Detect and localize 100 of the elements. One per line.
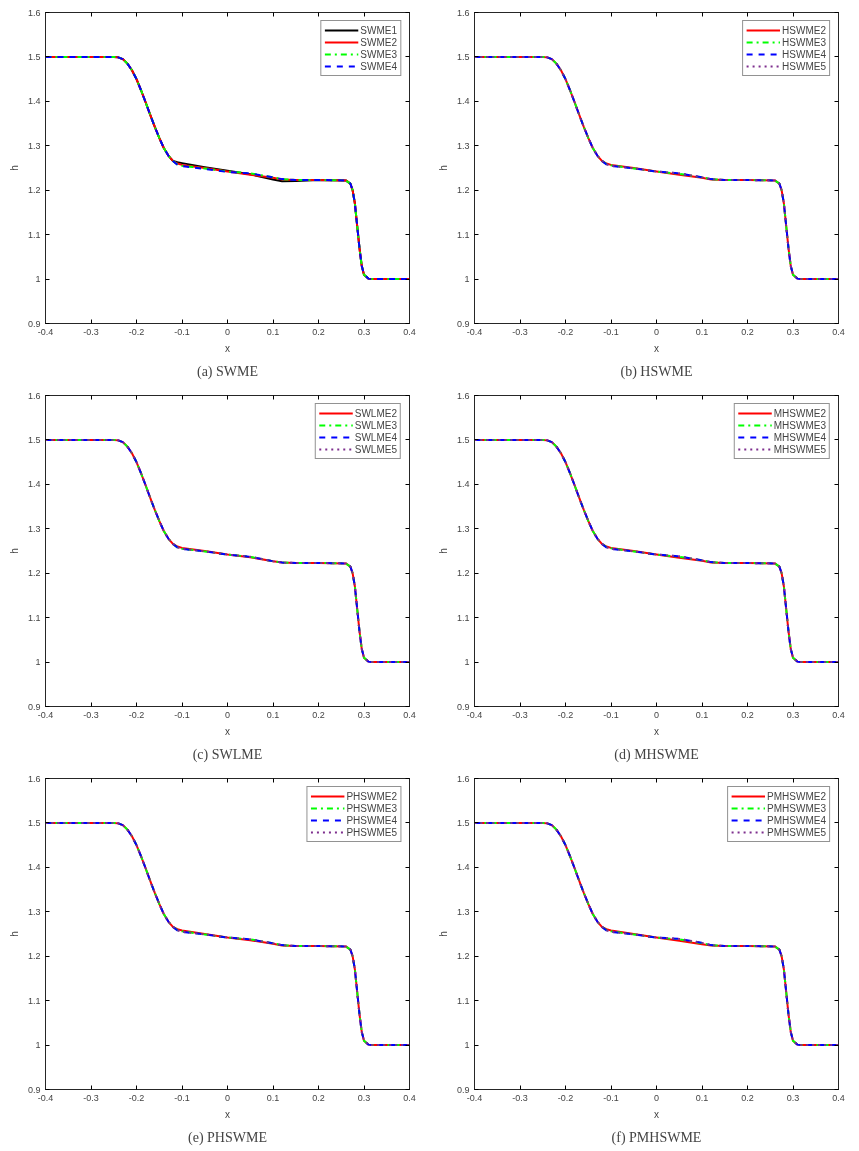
x-tick-label: -0.4 bbox=[37, 1092, 54, 1103]
x-tick-label: 0 bbox=[654, 709, 660, 720]
y-tick-label: 1.1 bbox=[456, 612, 470, 623]
x-tick-label: 0.2 bbox=[741, 326, 754, 337]
y-tick-label: 1.4 bbox=[456, 862, 470, 873]
y-axis-title: h bbox=[8, 548, 20, 554]
x-tick-label: -0.4 bbox=[466, 709, 483, 720]
x-tick-label: 0.2 bbox=[741, 709, 754, 720]
legend-label: SWLME4 bbox=[354, 431, 397, 443]
x-tick-label: -0.4 bbox=[37, 326, 54, 337]
legend-label: HSWME4 bbox=[782, 48, 826, 60]
x-axis-title: x bbox=[654, 1108, 659, 1120]
y-tick-label: 1 bbox=[464, 1040, 470, 1051]
text: (b) HSWME bbox=[620, 363, 693, 380]
x-axis-title: x bbox=[225, 725, 230, 737]
x-tick-label: -0.3 bbox=[83, 709, 99, 720]
x-tick-label: 0.1 bbox=[695, 326, 709, 337]
legend-label: PMHSWME3 bbox=[767, 802, 826, 814]
x-tick-label: 0.1 bbox=[695, 709, 709, 720]
y-axis-title: h bbox=[437, 548, 449, 554]
y-tick-label: 1.4 bbox=[456, 479, 470, 490]
legend-label: PHSWME4 bbox=[346, 814, 397, 826]
y-tick-label: 1.2 bbox=[27, 568, 41, 579]
legend-label: PHSWME3 bbox=[346, 802, 397, 814]
legend-label: PMHSWME5 bbox=[767, 826, 826, 838]
legend-label: MHSWME2 bbox=[773, 407, 826, 419]
y-tick-label: 1.5 bbox=[27, 51, 41, 62]
x-tick-label: -0.4 bbox=[466, 1092, 483, 1103]
text: (a) SWME bbox=[196, 363, 259, 380]
x-tick-label: 0.3 bbox=[357, 1092, 371, 1103]
y-tick-label: 1.2 bbox=[456, 951, 470, 962]
x-tick-label: 0.1 bbox=[695, 1092, 709, 1103]
legend-label: HSWME5 bbox=[782, 60, 826, 72]
x-tick-label: 0.3 bbox=[357, 709, 371, 720]
y-tick-label: 1 bbox=[35, 657, 41, 668]
x-tick-label: 0.4 bbox=[832, 709, 845, 720]
y-tick-label: 1 bbox=[35, 1040, 41, 1051]
y-tick-label: 0.9 bbox=[456, 701, 470, 712]
x-tick-label: -0.3 bbox=[512, 709, 528, 720]
y-tick-label: 1.3 bbox=[456, 906, 470, 917]
y-tick-label: 1.1 bbox=[27, 229, 41, 240]
y-tick-label: 1.5 bbox=[456, 817, 470, 828]
legend-label: SWME2 bbox=[360, 36, 397, 48]
legend-label: HSWME3 bbox=[782, 36, 826, 48]
x-tick-label: 0.2 bbox=[312, 326, 325, 337]
x-tick-label: -0.4 bbox=[466, 326, 483, 337]
legend-label: PHSWME5 bbox=[346, 826, 397, 838]
x-tick-label: 0.4 bbox=[403, 1092, 416, 1103]
x-tick-label: -0.1 bbox=[174, 709, 190, 720]
x-tick-label: -0.2 bbox=[557, 1092, 574, 1103]
y-tick-label: 1.3 bbox=[456, 523, 470, 534]
x-axis-title: x bbox=[654, 342, 659, 354]
x-tick-label: 0.4 bbox=[832, 326, 845, 337]
y-tick-label: 1.3 bbox=[27, 140, 41, 151]
x-tick-label: -0.1 bbox=[603, 326, 619, 337]
x-tick-label: 0.2 bbox=[312, 709, 325, 720]
y-tick-label: 1.3 bbox=[456, 140, 470, 151]
legend-label: SWLME3 bbox=[354, 419, 397, 431]
y-tick-label: 1.2 bbox=[27, 951, 41, 962]
y-tick-label: 1 bbox=[464, 657, 470, 668]
x-tick-label: 0.4 bbox=[832, 1092, 845, 1103]
x-tick-label: -0.4 bbox=[37, 709, 54, 720]
y-tick-label: 1.5 bbox=[456, 51, 470, 62]
x-tick-label: -0.3 bbox=[83, 1092, 99, 1103]
y-tick-label: 1.6 bbox=[456, 773, 470, 784]
legend-label: SWME4 bbox=[360, 60, 397, 72]
x-tick-label: -0.1 bbox=[603, 1092, 619, 1103]
text: (c) SWLME bbox=[192, 746, 263, 763]
y-tick-label: 1.4 bbox=[27, 479, 41, 490]
y-tick-label: 1.1 bbox=[27, 612, 41, 623]
legend-label: PMHSWME2 bbox=[767, 790, 826, 802]
x-tick-label: -0.2 bbox=[128, 326, 145, 337]
text: (f) PMHSWME bbox=[611, 1129, 702, 1146]
x-tick-label: 0 bbox=[654, 326, 660, 337]
y-tick-label: 1.2 bbox=[456, 568, 470, 579]
y-tick-label: 1.1 bbox=[27, 995, 41, 1006]
y-tick-label: 0.9 bbox=[456, 318, 470, 329]
y-tick-label: 1.6 bbox=[27, 7, 41, 18]
y-tick-label: 1.6 bbox=[456, 390, 470, 401]
x-axis-title: x bbox=[225, 342, 230, 354]
text: (d) MHSWME bbox=[614, 746, 699, 763]
x-tick-label: 0.4 bbox=[403, 326, 416, 337]
x-tick-label: 0.3 bbox=[786, 1092, 800, 1103]
x-tick-label: 0.2 bbox=[741, 1092, 754, 1103]
y-tick-label: 1.5 bbox=[27, 817, 41, 828]
x-tick-label: 0 bbox=[654, 1092, 660, 1103]
x-tick-label: 0.3 bbox=[786, 326, 800, 337]
x-tick-label: -0.2 bbox=[128, 1092, 145, 1103]
y-axis-title: h bbox=[8, 165, 20, 171]
legend-label: PMHSWME4 bbox=[767, 814, 826, 826]
y-tick-label: 1.6 bbox=[27, 390, 41, 401]
legend-label: PHSWME2 bbox=[346, 790, 397, 802]
y-tick-label: 1.2 bbox=[27, 185, 41, 196]
x-tick-label: 0.1 bbox=[266, 326, 280, 337]
x-tick-label: -0.2 bbox=[128, 709, 145, 720]
y-tick-label: 1.3 bbox=[27, 906, 41, 917]
x-tick-label: -0.3 bbox=[512, 1092, 528, 1103]
y-tick-label: 1.3 bbox=[27, 523, 41, 534]
legend-label: MHSWME3 bbox=[773, 419, 826, 431]
x-tick-label: -0.2 bbox=[557, 709, 574, 720]
